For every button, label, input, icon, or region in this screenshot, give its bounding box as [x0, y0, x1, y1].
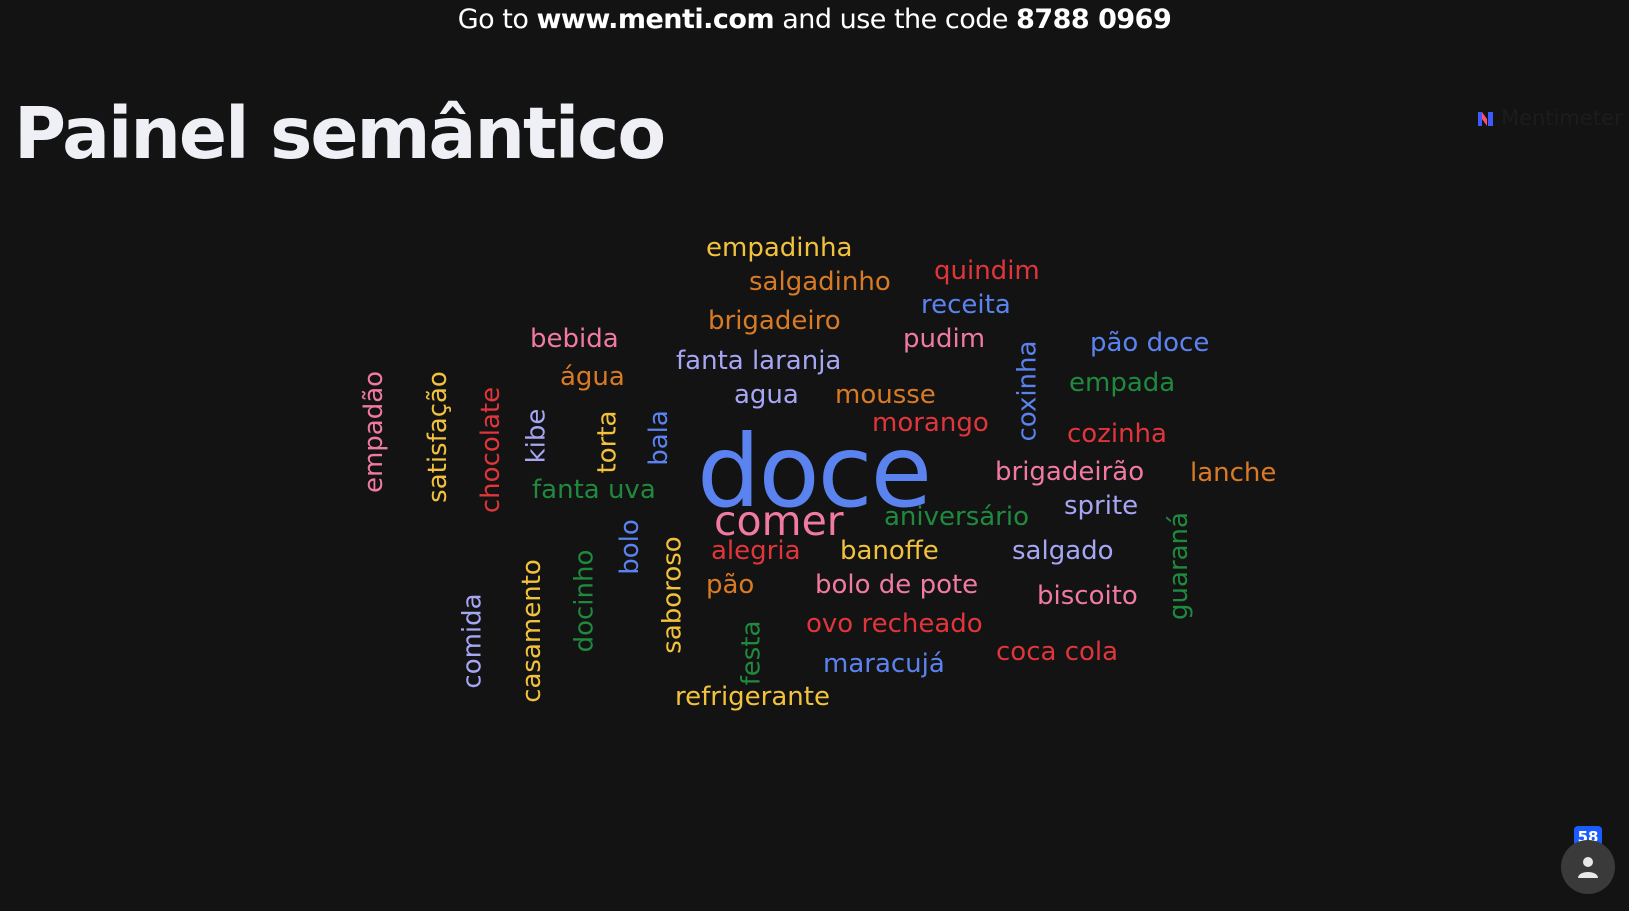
mentimeter-logo: Mentimeter	[1477, 106, 1623, 130]
word-comida: comida	[457, 593, 488, 689]
word-mousse: mousse	[835, 380, 936, 410]
word-ovo-recheado: ovo recheado	[806, 609, 983, 639]
word-saboroso: saboroso	[657, 536, 688, 654]
word-satisfacao: satisfação	[422, 371, 453, 503]
join-instructions: Go to www.menti.com and use the code 878…	[0, 4, 1629, 35]
word-aniversario: aniversário	[884, 502, 1030, 532]
word-empadinha: empadinha	[706, 233, 853, 263]
word-pao-doce: pão doce	[1090, 328, 1210, 358]
word-fanta-laranja: fanta laranja	[676, 346, 842, 376]
word-bolo: bolo	[614, 519, 645, 575]
word-cozinha: cozinha	[1067, 419, 1167, 449]
word-docinho: docinho	[568, 549, 599, 653]
word-refrigerante: refrigerante	[675, 682, 830, 712]
word-guarana: guaraná	[1163, 512, 1194, 620]
word-banoffe: banoffe	[840, 536, 939, 566]
word-bolo-de-pote: bolo de pote	[815, 570, 979, 600]
word-festa: festa	[735, 620, 766, 686]
word-lanche: lanche	[1190, 458, 1277, 488]
person-icon	[1578, 857, 1598, 878]
word-empadao: empadão	[359, 370, 390, 494]
word-quindim: quindim	[934, 256, 1040, 286]
word-comer: comer	[714, 497, 844, 545]
word-brigadeiro: brigadeiro	[708, 306, 841, 336]
word-salgadinho: salgadinho	[749, 267, 891, 297]
slide-title: Painel semântico	[14, 92, 666, 175]
join-code: 8788 0969	[1016, 4, 1172, 35]
instructions-middle: and use the code	[782, 4, 1008, 35]
mentimeter-logo-icon	[1478, 112, 1493, 126]
join-url[interactable]: www.menti.com	[536, 4, 775, 35]
word-casamento: casamento	[516, 559, 547, 703]
participants-button[interactable]	[1561, 840, 1615, 894]
word-pao: pão	[706, 570, 755, 600]
word-sprite: sprite	[1064, 491, 1139, 521]
word-doce: doce	[697, 413, 932, 530]
word-bala: bala	[643, 410, 674, 466]
word-pudim: pudim	[903, 324, 986, 354]
word-fanta-uva: fanta uva	[532, 475, 656, 505]
word-chocolate: chocolate	[476, 386, 507, 514]
word-alegria: alegria	[711, 536, 801, 566]
word-biscoito: biscoito	[1037, 581, 1138, 611]
word-coxinha: coxinha	[1011, 340, 1042, 442]
word-salgado: salgado	[1012, 536, 1114, 566]
word-brigadeirao: brigadeirão	[995, 457, 1145, 487]
word-morango: morango	[872, 408, 989, 438]
word-maracuja: maracujá	[823, 649, 945, 679]
word-empada: empada	[1069, 368, 1176, 398]
word-kibe: kibe	[520, 408, 551, 464]
brand-name: Mentimeter	[1501, 106, 1623, 130]
word-receita: receita	[921, 290, 1011, 320]
instructions-prefix: Go to	[457, 4, 529, 35]
word-torta: torta	[591, 410, 622, 474]
word-agua-accent: água	[560, 362, 625, 392]
word-bebida: bebida	[530, 324, 619, 354]
word-coca-cola: coca cola	[996, 637, 1119, 667]
word-agua: agua	[734, 380, 799, 410]
